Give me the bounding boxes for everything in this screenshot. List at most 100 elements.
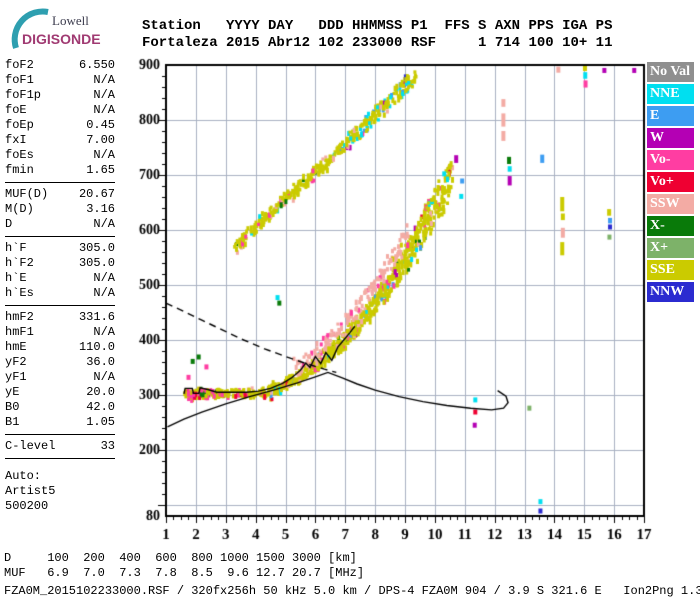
param-value: 110.0 (78, 340, 115, 354)
param-row: foF1 N/A (5, 73, 115, 88)
param-row (5, 182, 115, 183)
station-header: Station YYYY DAY DDD HHMMSS P1 FFS S AXN… (142, 18, 612, 52)
param-row (5, 434, 115, 435)
param-value: 305.0 (78, 256, 115, 270)
param-label: h`F (5, 241, 27, 255)
param-value: 7.00 (86, 133, 115, 147)
legend-color-swatch: NNE (647, 84, 694, 104)
param-row: Auto: (5, 469, 115, 484)
param-row: MUF(D) 20.67 (5, 187, 115, 202)
muf-table: D 100 200 400 600 800 1000 1500 3000 [km… (4, 551, 364, 581)
param-label: hmF1 (5, 325, 34, 339)
param-row: yF2 36.0 (5, 355, 115, 370)
param-row: h`F2 305.0 (5, 256, 115, 271)
param-label: yF2 (5, 355, 27, 369)
param-label: foEs (5, 148, 34, 162)
param-label: D (5, 217, 13, 231)
param-label: B1 (5, 415, 20, 429)
param-label: foF1p (5, 88, 42, 102)
param-label: h`E (5, 271, 27, 285)
d-row: D 100 200 400 600 800 1000 1500 3000 [km… (4, 551, 357, 565)
legend-label: SSE (650, 262, 675, 277)
param-row: C-level 33 (5, 439, 115, 454)
legend-item: No Val (647, 62, 697, 82)
legend-label: NNW (650, 284, 685, 299)
param-row: h`F 305.0 (5, 241, 115, 256)
param-value: 36.0 (86, 355, 115, 369)
param-label: 500200 (5, 499, 49, 513)
legend-color-swatch: NNW (647, 282, 694, 302)
legend-item: NNW (647, 282, 697, 302)
param-value: 20.67 (78, 187, 115, 201)
param-label: M(D) (5, 202, 34, 216)
param-value: 42.0 (86, 400, 115, 414)
param-value: 3.16 (86, 202, 115, 216)
legend-item: SSW (647, 194, 697, 214)
param-label: foE (5, 103, 27, 117)
param-label: h`Es (5, 286, 34, 300)
legend-color-swatch: SSE (647, 260, 694, 280)
legend-label: E (650, 108, 660, 123)
legend-color-swatch: X- (647, 216, 694, 236)
legend-label: W (650, 130, 664, 145)
direction-legend: No Val NNE E W (647, 62, 697, 304)
lowell-digisonde-logo: Lowell DIGISONDE (11, 8, 101, 49)
legend-color-swatch: Vo+ (647, 172, 694, 192)
legend-item: Vo- (647, 150, 697, 170)
param-value: 331.6 (78, 310, 115, 324)
param-label: fmin (5, 163, 34, 177)
param-label: Auto: (5, 469, 42, 483)
param-value: 1.65 (86, 163, 115, 177)
param-row: B1 1.05 (5, 415, 115, 430)
param-value: N/A (93, 148, 115, 162)
param-label: B0 (5, 400, 20, 414)
param-row: yF1 N/A (5, 370, 115, 385)
param-row: fmin 1.65 (5, 163, 115, 178)
legend-color-swatch: SSW (647, 194, 694, 214)
header-line1: Station YYYY DAY DDD HHMMSS P1 FFS S AXN… (142, 18, 613, 34)
param-row: B0 42.0 (5, 400, 115, 415)
legend-color-swatch: Vo- (647, 150, 694, 170)
status-line: FZA0M_2015102233000.RSF / 320fx256h 50 k… (4, 584, 700, 598)
param-label: hmF2 (5, 310, 34, 324)
param-value: 1.05 (86, 415, 115, 429)
param-value: N/A (93, 286, 115, 300)
param-row: hmF2 331.6 (5, 310, 115, 325)
legend-label: Vo- (650, 152, 671, 167)
param-row: Artist5 (5, 484, 115, 499)
param-value: 20.0 (86, 385, 115, 399)
param-value: N/A (93, 217, 115, 231)
param-row: hmE 110.0 (5, 340, 115, 355)
param-row: fxI 7.00 (5, 133, 115, 148)
param-row: yE 20.0 (5, 385, 115, 400)
legend-item: E (647, 106, 697, 126)
param-label: yE (5, 385, 20, 399)
logo-text-digisonde: DIGISONDE (22, 31, 101, 47)
legend-label: Vo+ (650, 174, 674, 189)
param-value: N/A (93, 73, 115, 87)
param-value: 0.45 (86, 118, 115, 132)
param-row (5, 236, 115, 237)
legend-item: X- (647, 216, 697, 236)
param-label: yF1 (5, 370, 27, 384)
param-label: hmE (5, 340, 27, 354)
legend-label: No Val (650, 64, 691, 79)
param-value: 305.0 (78, 241, 115, 255)
parameter-panel: foF2 6.550 foF1 N/A foF1p N/A foE N/A fo… (5, 58, 115, 514)
param-row (5, 305, 115, 306)
legend-label: SSW (650, 196, 680, 211)
legend-color-swatch: No Val (647, 62, 694, 82)
legend-item: SSE (647, 260, 697, 280)
param-label: Artist5 (5, 484, 56, 498)
logo-arc (11, 8, 49, 49)
header-line2: Fortaleza 2015 Abr12 102 233000 RSF 1 71… (142, 35, 613, 51)
param-value: 6.550 (78, 58, 115, 72)
legend-item: Vo+ (647, 172, 697, 192)
legend-color-swatch: W (647, 128, 694, 148)
param-label: fxI (5, 133, 27, 147)
param-value: N/A (93, 103, 115, 117)
param-row: foF1p N/A (5, 88, 115, 103)
param-row: foEp 0.45 (5, 118, 115, 133)
param-label: C-level (5, 439, 56, 453)
